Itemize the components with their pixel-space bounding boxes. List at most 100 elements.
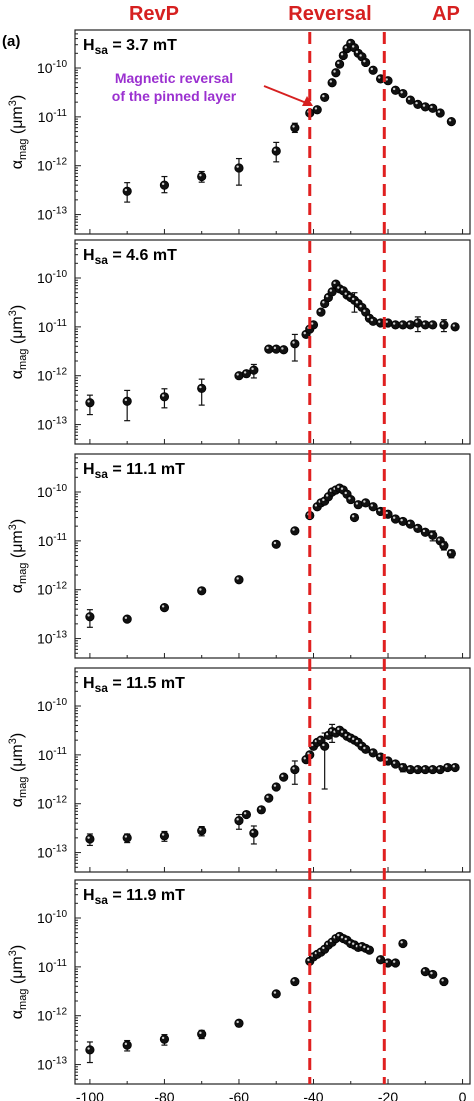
data-point-highlight	[87, 1047, 90, 1050]
annotation-line: of the pinned layer	[112, 88, 237, 104]
data-point-highlight	[351, 737, 355, 741]
data-point-highlight	[314, 107, 318, 110]
data-point	[234, 1018, 244, 1028]
data-point	[334, 59, 345, 69]
data-point-highlight	[236, 1020, 239, 1024]
y-axis-label: αmag (μm3)	[7, 945, 29, 1019]
chart-panel-1: 10-13 10-12 10-11 10-10 Hsa = 3.7 mT αmag (μm…	[7, 29, 471, 235]
data-point-highlight	[415, 525, 418, 529]
data-point	[312, 105, 322, 115]
y-tick-label: 10-13	[37, 1056, 67, 1073]
x-tick-label: -40	[303, 1089, 323, 1101]
data-point-highlight	[266, 346, 269, 350]
data-point-highlight	[273, 991, 277, 994]
data-point	[320, 92, 330, 103]
data-point	[450, 322, 460, 332]
region-label-reversal: Reversal	[288, 3, 371, 25]
data-point-highlight	[400, 518, 403, 522]
data-point-highlight	[385, 78, 388, 81]
data-point	[271, 989, 281, 999]
data-point-highlight	[199, 588, 202, 591]
data-point-highlight	[407, 97, 411, 101]
data-point-highlight	[452, 765, 455, 768]
data-point	[122, 833, 132, 843]
data-point-highlight	[325, 294, 329, 298]
x-tick-label: -80	[154, 1089, 174, 1101]
data-point	[413, 318, 423, 328]
data-point-highlight	[337, 286, 340, 289]
data-point-highlight	[329, 729, 333, 732]
y-tick-label: 10-12	[37, 1007, 67, 1024]
data-point-highlight	[351, 45, 355, 48]
data-point	[122, 396, 132, 406]
panel-title: Hsa = 11.5 mT	[83, 675, 185, 695]
data-point-highlight	[351, 942, 355, 945]
data-point	[439, 320, 449, 330]
data-point	[271, 782, 281, 792]
data-point-highlight	[348, 735, 351, 739]
data-point-highlight	[422, 767, 426, 770]
data-point-highlight	[366, 947, 370, 951]
data-point-highlight	[359, 54, 362, 57]
data-point-highlight	[161, 605, 165, 608]
data-point-highlight	[392, 761, 396, 764]
region-label-ap: AP	[432, 3, 460, 25]
data-point-highlight	[392, 87, 396, 91]
data-point-highlight	[351, 515, 355, 518]
data-point	[249, 365, 259, 375]
y-tick-label: 10-11	[38, 958, 68, 975]
y-tick-label: 10-10	[37, 59, 67, 76]
data-point-highlight	[87, 836, 90, 839]
plot-frame	[74, 879, 471, 1085]
data-point-highlight	[303, 331, 306, 335]
data-point-highlight	[448, 551, 452, 554]
data-point	[85, 398, 95, 408]
data-point	[197, 1029, 207, 1039]
data-point-highlight	[292, 979, 295, 982]
data-point	[159, 180, 170, 190]
data-point	[327, 78, 337, 88]
y-tick-label: 10-10	[37, 909, 67, 926]
data-point	[290, 526, 300, 536]
data-point	[446, 116, 456, 127]
data-point	[85, 1045, 95, 1055]
data-point-highlight	[322, 498, 325, 502]
data-point-highlight	[359, 743, 362, 747]
chart-panel-2: 10-13 10-12 10-11 10-10 Hsa = 4.6 mT αmag (μm…	[7, 239, 471, 445]
data-point-highlight	[325, 732, 329, 736]
data-point-highlight	[441, 979, 444, 982]
data-point	[271, 539, 281, 549]
data-point-highlight	[359, 304, 362, 308]
data-point-highlight	[441, 543, 444, 546]
data-point	[159, 1034, 170, 1044]
data-point-highlight	[124, 188, 128, 192]
data-point	[271, 146, 281, 156]
data-point-highlight	[378, 320, 381, 323]
data-point-highlight	[400, 91, 403, 94]
data-point-highlight	[344, 937, 347, 941]
data-point-highlight	[236, 577, 239, 580]
data-point	[249, 828, 259, 838]
data-point-highlight	[329, 289, 333, 292]
data-point-highlight	[337, 485, 340, 489]
data-point-highlight	[199, 828, 202, 831]
data-point-highlight	[385, 511, 388, 515]
data-point-highlight	[322, 94, 325, 98]
data-point-highlight	[318, 737, 321, 741]
data-point-highlight	[161, 833, 165, 836]
data-point-highlight	[422, 104, 426, 107]
data-point-highlight	[329, 80, 333, 83]
data-point-highlight	[441, 322, 444, 325]
data-point	[398, 88, 408, 99]
data-point-highlight	[273, 346, 277, 350]
data-point-highlight	[378, 957, 381, 960]
data-point-highlight	[355, 301, 359, 304]
chart-panel-4: 10-13 10-12 10-11 10-10 Hsa = 11.5 mT αmag (μ…	[7, 667, 471, 873]
data-point-highlight	[340, 730, 344, 733]
data-point	[197, 586, 207, 596]
data-point-highlight	[273, 541, 277, 545]
plot-frame	[74, 239, 471, 445]
data-point	[159, 831, 170, 841]
panel-title: Hsa = 11.9 mT	[83, 887, 185, 907]
data-point-highlight	[422, 322, 426, 325]
